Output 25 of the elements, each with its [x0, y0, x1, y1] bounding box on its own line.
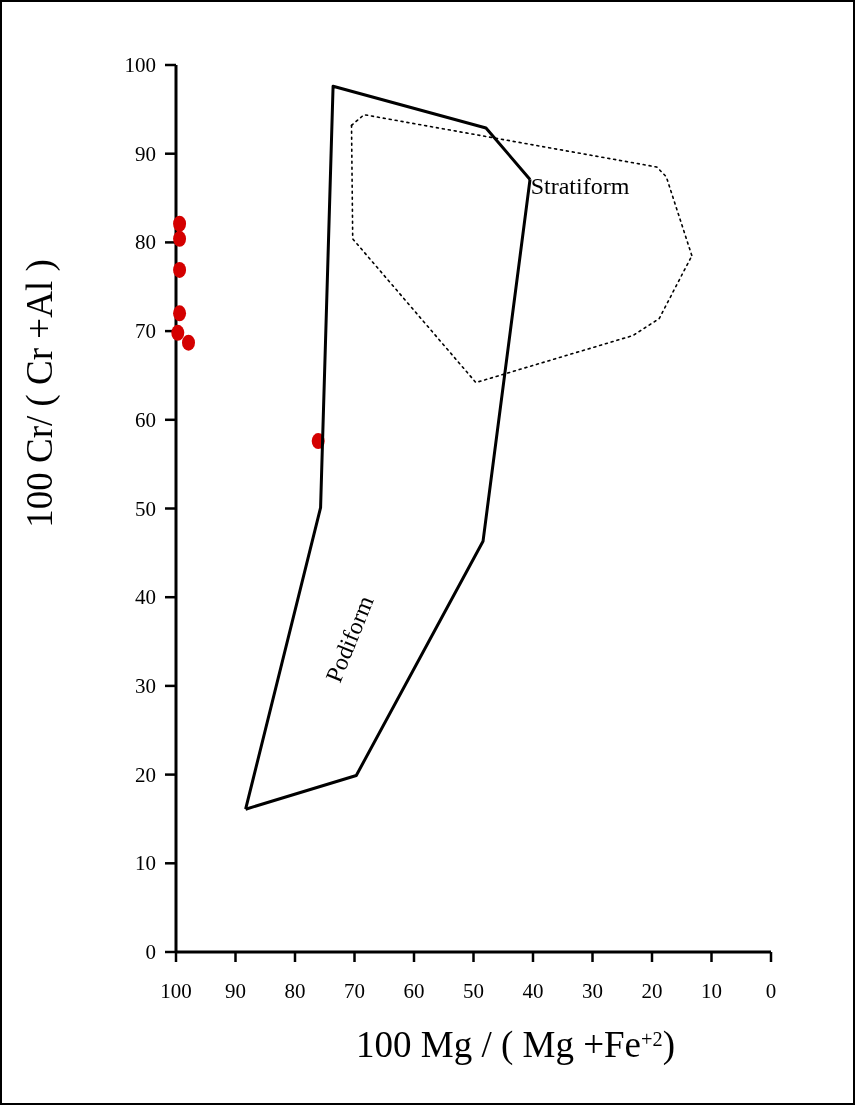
x-tick-label: 0 [765, 979, 777, 1003]
x-tick-label: 90 [225, 979, 246, 1003]
x-tick-label: 100 [160, 979, 192, 1003]
annotation: Stratiform [530, 172, 630, 199]
x-tick-label: 70 [344, 979, 365, 1003]
x-tick-label: 10 [701, 979, 722, 1003]
y-tick-label: 10 [135, 851, 156, 876]
x-axis-title: 100 Mg / ( Mg +Fe$^{+2}$) [356, 1024, 675, 1066]
y-tick-label: 80 [135, 230, 156, 255]
y-tick-label: 0 [145, 940, 156, 964]
x-tick-label: 40 [522, 979, 544, 1003]
y-tick-label: 60 [135, 407, 156, 432]
y-axis-title: 100 Cr/ ( Cr +Al ) [19, 259, 61, 528]
x-tick-label: 60 [403, 979, 425, 1003]
y-tick-label: 20 [135, 762, 156, 787]
y-tick-label: 90 [135, 141, 156, 166]
x-tick-label: 20 [641, 979, 663, 1003]
x-tick-label: 30 [582, 979, 603, 1003]
y-tick-label: 30 [135, 673, 156, 698]
y-tick-label: 40 [135, 585, 156, 610]
x-tick-label: 50 [463, 979, 484, 1003]
y-tick-label: 70 [135, 319, 156, 344]
y-tick-label: 100 [124, 53, 156, 77]
x-tick-label: 80 [284, 979, 306, 1003]
y-tick-label: 50 [135, 496, 156, 521]
